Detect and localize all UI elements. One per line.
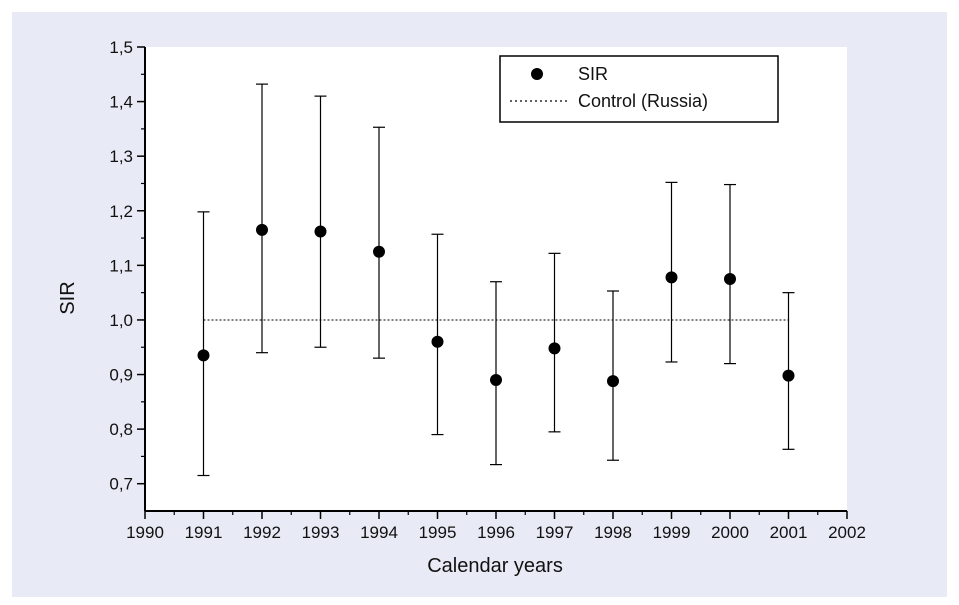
x-tick-label: 1993 (302, 523, 340, 542)
x-tick-label: 1992 (243, 523, 281, 542)
y-tick-label: 1,2 (109, 202, 133, 221)
x-tick-label: 1991 (185, 523, 223, 542)
sir-point (373, 245, 385, 258)
y-tick-label: 1,1 (109, 256, 133, 275)
sir-point (548, 342, 561, 355)
x-tick-label: 2001 (770, 523, 808, 542)
y-tick-label: 1,5 (109, 38, 133, 57)
x-tick-label: 1999 (653, 523, 691, 542)
sir-scatter-chart: 1990 1991 1992 1993 1994 1995 1996 1997 1998 1999… (57, 38, 866, 577)
sir-point (314, 225, 327, 238)
chart-figure: 1990 1991 1992 1993 1994 1995 1996 1997 1998 1999… (12, 12, 947, 597)
x-tick-label: 2002 (828, 523, 866, 542)
x-tick-label: 1994 (360, 523, 398, 542)
sir-point (782, 369, 795, 382)
y-tick-label: 1,3 (109, 147, 133, 166)
legend-control-label: Control (Russia) (578, 91, 708, 111)
y-tick-label: 0,9 (109, 366, 133, 385)
legend-sir-marker (531, 68, 543, 80)
legend: SIR Control (Russia) (499, 55, 779, 123)
x-axis-title: Calendar years (427, 555, 563, 577)
sir-point (256, 223, 268, 236)
x-tick-label: 1996 (477, 523, 515, 542)
sir-point (607, 375, 619, 388)
y-axis-title: SIR (57, 281, 79, 314)
x-tick-label: 1997 (536, 523, 574, 542)
x-tick-label: 1990 (126, 523, 164, 542)
y-tick-label: 0,8 (109, 420, 133, 439)
legend-box (499, 55, 779, 123)
sir-point (431, 335, 444, 348)
sir-point (197, 349, 210, 362)
y-tick-label: 1,4 (109, 93, 133, 112)
legend-sir-label: SIR (578, 64, 608, 84)
y-tick-label: 0,7 (109, 475, 133, 494)
sir-point (665, 271, 678, 284)
sir-point (724, 273, 736, 285)
x-tick-label: 1998 (594, 523, 632, 542)
x-tick-label: 1995 (419, 523, 457, 542)
y-tick-label: 1,0 (109, 311, 133, 330)
x-tick-label: 2000 (711, 523, 749, 542)
sir-point (490, 373, 502, 386)
